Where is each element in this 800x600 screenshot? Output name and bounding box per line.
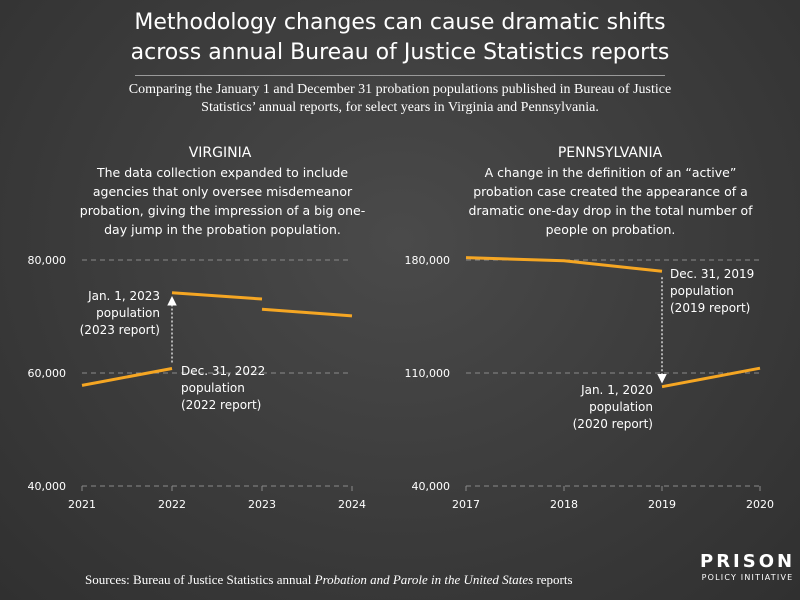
source-prefix: Sources: Bureau of Justice Statistics an… (85, 572, 315, 587)
logo-line-1: PRISON (700, 551, 796, 572)
virginia-series-line-2 (171, 291, 263, 301)
virginia-y-tick-label: 40,000 (28, 480, 67, 493)
annotation-line: population (96, 306, 160, 320)
pennsylvania-series-line-2 (661, 366, 761, 389)
pennsylvania-y-tick-label: 40,000 (412, 480, 451, 493)
chart-title-line-2: across annual Bureau of Justice Statisti… (130, 40, 670, 65)
virginia-x-tick-label: 2023 (248, 498, 276, 511)
source-publication: Probation and Parole in the United State… (314, 572, 534, 587)
annotation-line: (2022 report) (181, 398, 262, 412)
title-divider (135, 75, 665, 76)
pennsylvania-x-tick-label: 2019 (648, 498, 676, 511)
source-note: Sources: Bureau of Justice Statistics an… (85, 572, 573, 588)
annotation-line: population (181, 381, 245, 395)
pennsylvania-x-tick-label: 2017 (452, 498, 480, 511)
annotation-line: population (670, 284, 734, 298)
virginia-dec-annotation: Dec. 31, 2022 population (2022 report) (181, 363, 291, 414)
virginia-y-tick-label: 80,000 (28, 254, 67, 267)
virginia-panel-description: The data collection expanded to include … (79, 165, 366, 237)
virginia-series-line-3 (261, 307, 353, 318)
source-suffix: reports (533, 572, 573, 587)
annotation-line: (2020 report) (572, 417, 653, 431)
logo-line-2: POLICY INITIATIVE (701, 573, 794, 582)
annotation-line: (2019 report) (670, 301, 751, 315)
virginia-jan-annotation: Jan. 1, 2023 population (2023 report) (60, 288, 160, 339)
virginia-y-tick-label: 60,000 (28, 367, 67, 380)
pennsylvania-dec-annotation: Dec. 31, 2019 population (2019 report) (670, 266, 780, 317)
prison-policy-initiative-logo: PRISON POLICY INITIATIVE (700, 552, 795, 584)
virginia-x-tick-label: 2021 (68, 498, 96, 511)
virginia-series-line-1 (81, 367, 173, 387)
pennsylvania-panel-description: A change in the definition of an “active… (468, 165, 753, 237)
virginia-x-tick-label: 2024 (338, 498, 366, 511)
virginia-x-tick-label: 2022 (158, 498, 186, 511)
annotation-line: Jan. 1, 2023 (88, 289, 160, 303)
annotation-line: population (589, 400, 653, 414)
pennsylvania-jan-annotation: Jan. 1, 2020 population (2020 report) (550, 382, 653, 433)
annotation-line: Dec. 31, 2022 (181, 364, 266, 378)
chart-title: Methodology changes can cause dramatic s… (0, 8, 800, 68)
chart-title-line-1: Methodology changes can cause dramatic s… (134, 10, 666, 35)
virginia-panel-title: VIRGINIA (188, 145, 252, 161)
annotation-line: (2023 report) (79, 323, 160, 337)
pennsylvania-panel-title: PENNSYLVANIA (557, 145, 663, 161)
annotation-line: Dec. 31, 2019 (670, 267, 755, 281)
pennsylvania-series-line-1 (465, 256, 663, 273)
pennsylvania-y-tick-label: 180,000 (405, 254, 451, 267)
pennsylvania-x-tick-label: 2020 (746, 498, 774, 511)
pennsylvania-x-tick-label: 2018 (550, 498, 578, 511)
annotation-line: Jan. 1, 2020 (581, 383, 653, 397)
chart-subtitle: Comparing the January 1 and December 31 … (128, 82, 672, 115)
pennsylvania-y-tick-label: 110,000 (405, 367, 451, 380)
